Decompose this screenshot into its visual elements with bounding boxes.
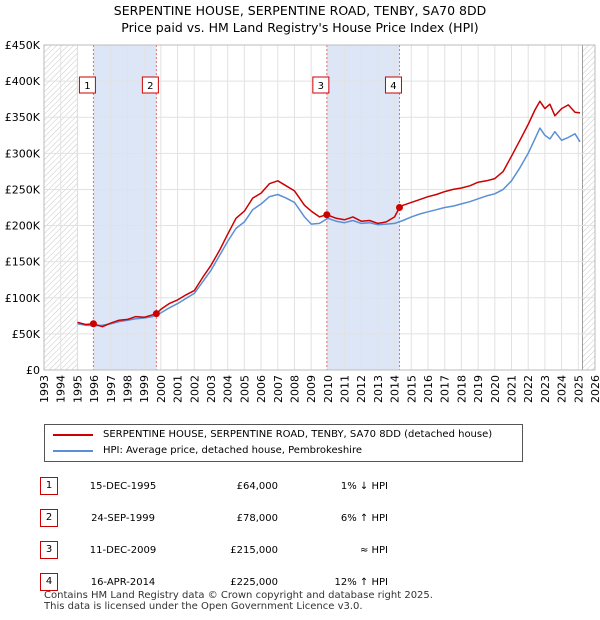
x-tick-label: 2018 bbox=[455, 375, 468, 403]
x-tick-label: 1997 bbox=[105, 375, 118, 403]
sale-hpi: 6% ↑ HPI bbox=[340, 512, 388, 524]
x-tick-label: 2020 bbox=[489, 375, 502, 403]
sale-price: £225,000 bbox=[230, 576, 278, 588]
chart-title: SERPENTINE HOUSE, SERPENTINE ROAD, TENBY… bbox=[113, 3, 487, 18]
y-tick-label: £0 bbox=[26, 364, 40, 377]
x-tick-label: 2024 bbox=[556, 375, 569, 403]
y-tick-label: £200K bbox=[5, 220, 41, 233]
x-tick-label: 2008 bbox=[288, 375, 301, 403]
sale-price: £78,000 bbox=[236, 512, 278, 524]
sale-hpi: ≈ HPI bbox=[359, 544, 388, 556]
sale-number: 4 bbox=[40, 573, 58, 591]
sale-label: 4 bbox=[390, 81, 396, 92]
chart-subtitle: Price paid vs. HM Land Registry's House … bbox=[121, 20, 479, 35]
y-tick-label: £400K bbox=[5, 75, 41, 88]
series-line-property bbox=[77, 100, 581, 328]
sale-date: 16-APR-2014 bbox=[90, 576, 156, 588]
sale-label: 2 bbox=[147, 81, 153, 92]
sale-point bbox=[395, 204, 403, 211]
sale-hpi: 12% ↑ HPI bbox=[334, 576, 388, 588]
sale-point bbox=[323, 211, 331, 219]
x-tick-label: 1993 bbox=[38, 375, 51, 403]
table-row: 3 11-DEC-2009 £215,000 ≈ HPI bbox=[36, 534, 388, 566]
table-row: 2 24-SEP-1999 £78,000 6% ↑ HPI bbox=[36, 502, 388, 534]
table-row: 1 15-DEC-1995 £64,000 1% ↓ HPI bbox=[36, 470, 388, 502]
plot-border bbox=[43, 44, 596, 371]
x-tick-label: 1998 bbox=[121, 375, 134, 403]
sale-date: 11-DEC-2009 bbox=[89, 544, 157, 556]
legend-line-property bbox=[53, 434, 93, 436]
y-tick-label: £150K bbox=[5, 256, 41, 269]
ownership-shade bbox=[93, 45, 157, 370]
sale-label-box bbox=[312, 76, 330, 94]
sale-number: 3 bbox=[40, 541, 58, 559]
legend: SERPENTINE HOUSE, SERPENTINE ROAD, TENBY… bbox=[44, 424, 523, 462]
x-tick-label: 2009 bbox=[305, 375, 318, 403]
y-tick-label: £50K bbox=[12, 328, 41, 341]
legend-label-hpi: HPI: Average price, detached house, Pemb… bbox=[103, 445, 362, 456]
transactions-table: 1 15-DEC-1995 £64,000 1% ↓ HPI 2 24-SEP-… bbox=[36, 470, 388, 598]
x-tick-label: 1994 bbox=[55, 375, 68, 403]
sale-price: £64,000 bbox=[236, 480, 278, 492]
sale-date: 24-SEP-1999 bbox=[91, 512, 155, 524]
sale-point bbox=[89, 320, 97, 328]
y-tick-label: £350K bbox=[5, 111, 41, 124]
x-tick-label: 2010 bbox=[322, 375, 335, 403]
price-chart: 1 2 3 4 £0 £50K £100K £150K £200K £250K £300K £350K… bbox=[5, 39, 600, 403]
x-tick-label: 2013 bbox=[372, 375, 385, 403]
y-tick-label: £100K bbox=[5, 292, 41, 305]
x-tick-label: 2015 bbox=[405, 375, 418, 403]
x-tick-label: 2022 bbox=[522, 375, 535, 403]
sale-label: 3 bbox=[318, 81, 324, 92]
sale-label-box bbox=[141, 76, 159, 94]
footer-copyright: Contains HM Land Registry data © Crown c… bbox=[44, 590, 433, 601]
x-tick-label: 1999 bbox=[138, 375, 151, 403]
sale-price: £215,000 bbox=[230, 544, 278, 556]
x-tick-label: 2026 bbox=[589, 375, 600, 403]
sale-number: 2 bbox=[40, 509, 58, 527]
legend-line-hpi bbox=[53, 450, 93, 452]
x-tick-label: 2001 bbox=[172, 375, 185, 403]
ownership-shade bbox=[326, 45, 400, 370]
sale-number: 1 bbox=[40, 477, 58, 495]
sale-date: 15-DEC-1995 bbox=[89, 480, 157, 492]
x-tick-label: 2011 bbox=[339, 375, 352, 403]
hatched-region-end bbox=[582, 45, 595, 370]
x-tick-label: 2005 bbox=[238, 375, 251, 403]
x-tick-label: 2006 bbox=[255, 375, 268, 403]
sale-label-box bbox=[384, 76, 402, 94]
x-tick-label: 2016 bbox=[422, 375, 435, 403]
x-tick-label: 2002 bbox=[188, 375, 201, 403]
x-tick-label: 2000 bbox=[155, 375, 168, 403]
x-tick-label: 2023 bbox=[539, 375, 552, 403]
table-row: 4 16-APR-2014 £225,000 12% ↑ HPI bbox=[36, 566, 388, 598]
x-tick-label: 2014 bbox=[389, 375, 402, 403]
x-tick-label: 2021 bbox=[506, 375, 519, 403]
x-tick-label: 1995 bbox=[71, 375, 84, 403]
y-tick-label: £250K bbox=[5, 183, 41, 196]
series-line-hpi bbox=[77, 127, 581, 327]
x-tick-label: 2004 bbox=[222, 375, 235, 403]
sale-label-box bbox=[78, 76, 96, 94]
footer-licence: This data is licensed under the Open Gov… bbox=[44, 601, 363, 612]
x-tick-label: 2007 bbox=[272, 375, 285, 403]
sale-point bbox=[152, 310, 160, 318]
x-tick-label: 2019 bbox=[472, 375, 485, 403]
x-tick-label: 2003 bbox=[205, 375, 218, 403]
y-tick-label: £300K bbox=[5, 147, 41, 160]
y-tick-label: £450K bbox=[5, 39, 41, 52]
legend-label-property: SERPENTINE HOUSE, SERPENTINE ROAD, TENBY… bbox=[103, 429, 493, 440]
x-tick-label: 2017 bbox=[439, 375, 452, 403]
x-tick-label: 2012 bbox=[355, 375, 368, 403]
x-tick-label: 2025 bbox=[572, 375, 585, 403]
footer: Contains HM Land Registry data © Crown c… bbox=[44, 590, 433, 612]
sale-label: 1 bbox=[84, 81, 90, 92]
x-tick-label: 1996 bbox=[88, 375, 101, 403]
sale-hpi: 1% ↓ HPI bbox=[340, 480, 388, 492]
